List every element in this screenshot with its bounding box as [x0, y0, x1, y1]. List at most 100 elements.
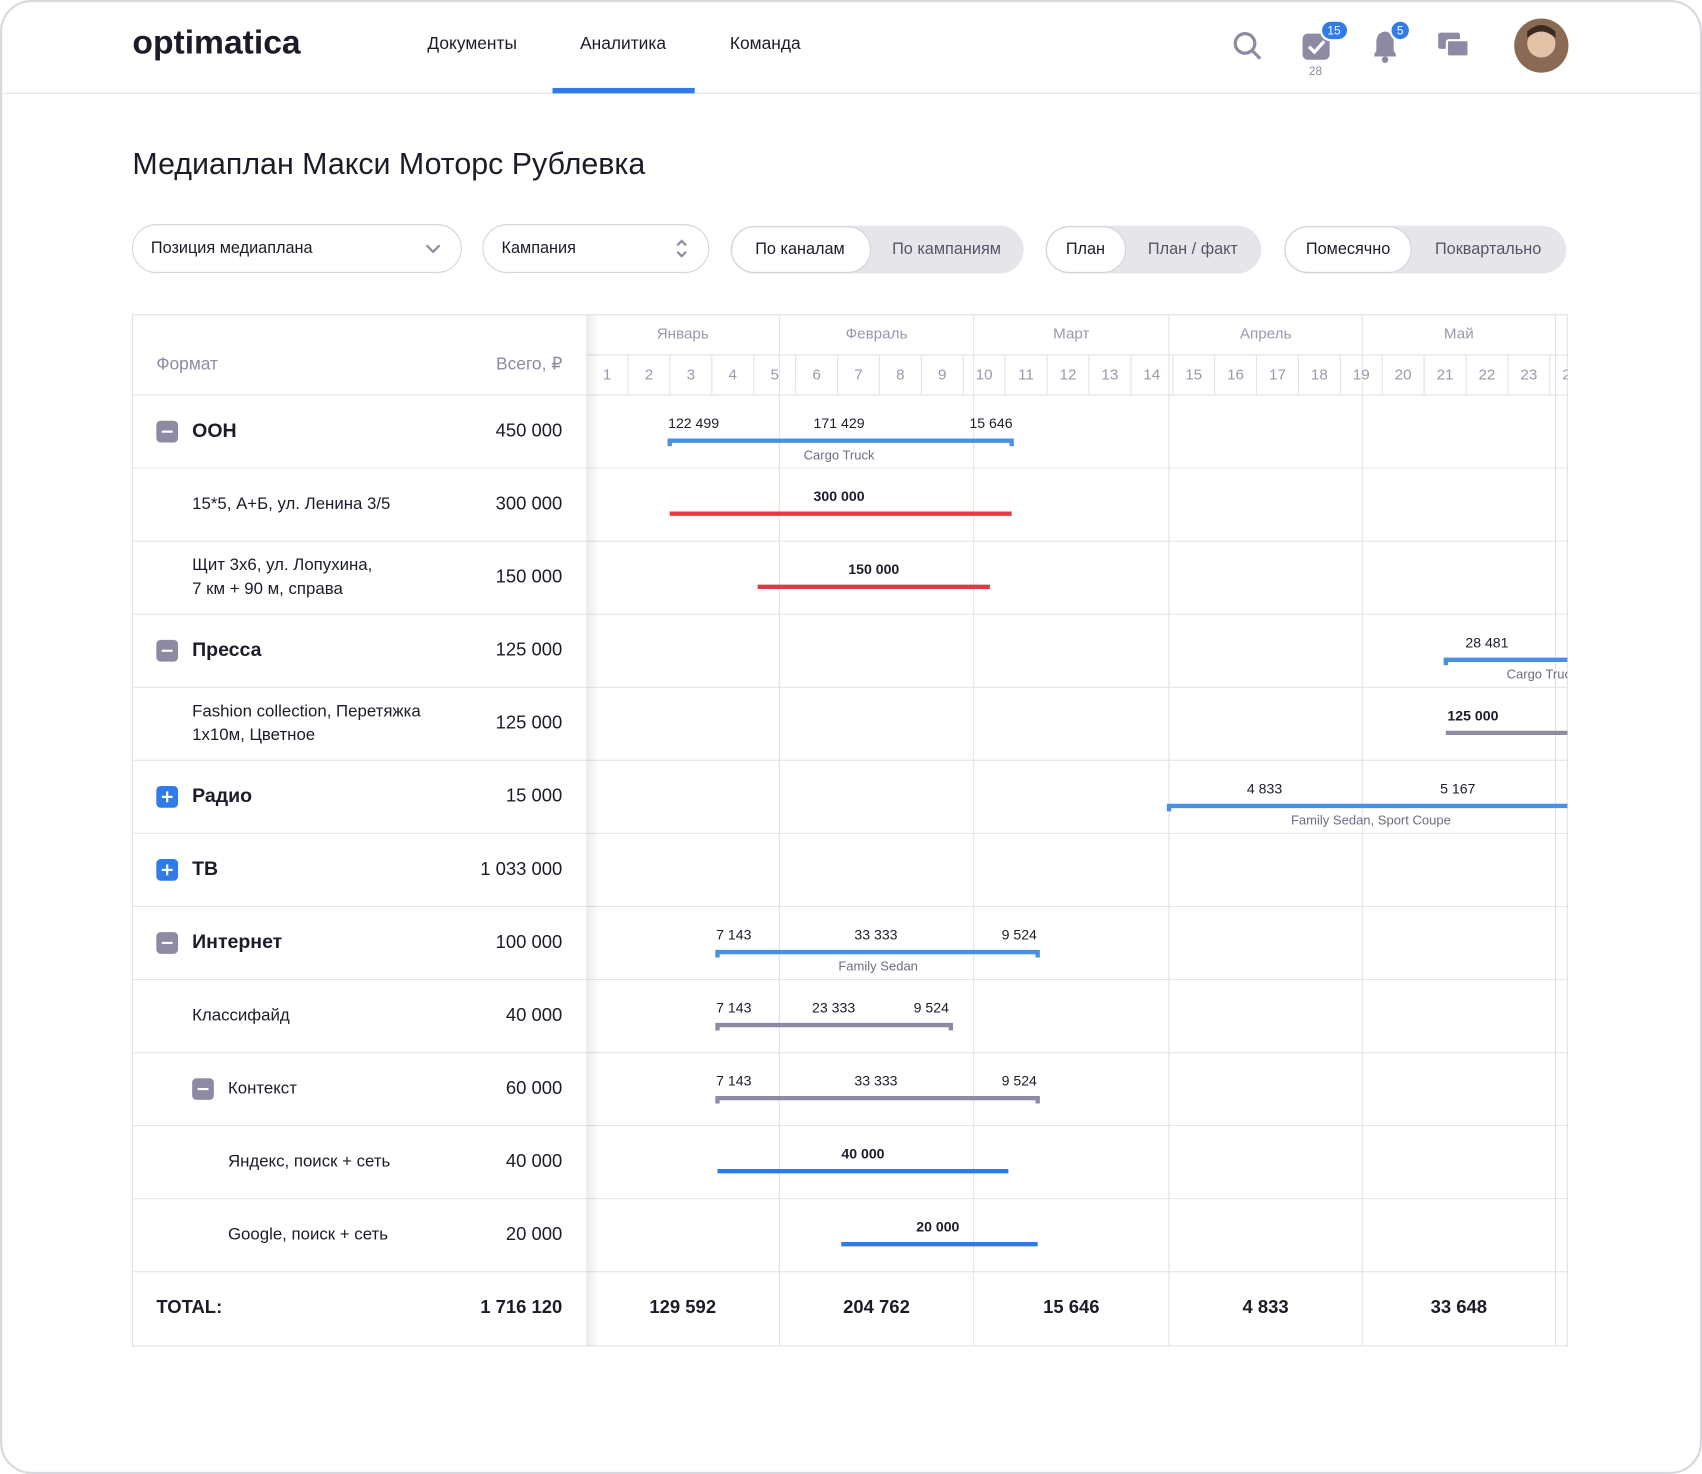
column-header: Формат: [156, 353, 218, 373]
week-label: 18: [1311, 367, 1328, 384]
bar-label: 7 143: [716, 1073, 751, 1089]
week-label: 15: [1185, 367, 1202, 384]
pane-shadow: [586, 314, 600, 1346]
toggle-active: [1284, 226, 1412, 273]
week-label: 23: [1520, 367, 1537, 384]
week-label: 7: [854, 367, 862, 384]
bar-label: 20 000: [916, 1219, 959, 1235]
week-label: 16: [1227, 367, 1244, 384]
position-dropdown[interactable]: [131, 224, 462, 273]
timeline-bar: [667, 438, 1014, 447]
media-plan-table: Формат Всего, ₽ ООН 450 000 15*5, А+Б, ул.…: [131, 314, 1568, 1347]
row-label: Пресса: [192, 639, 261, 661]
nav-item[interactable]: Команда: [730, 33, 801, 53]
bar-label: 7 143: [716, 1000, 751, 1016]
week-label: 24: [1562, 367, 1579, 384]
table-border: [131, 314, 1568, 1347]
bar-label: 9 524: [1002, 926, 1037, 942]
week-label: 6: [812, 367, 820, 384]
bar-label: 4 833: [1247, 780, 1282, 796]
timeline-bar: [715, 1095, 1040, 1104]
week-label: 19: [1353, 367, 1370, 384]
toggle-option[interactable]: По каналам: [755, 240, 845, 258]
row-label: 15*5, А+Б, ул. Ленина 3/5: [192, 494, 390, 513]
week-label: 13: [1101, 367, 1118, 384]
toggle-option[interactable]: Помесячно: [1306, 240, 1390, 258]
bar-label: 5 167: [1440, 780, 1475, 796]
total-value: 1 716 120: [480, 1296, 562, 1317]
timeline-bar: [1166, 803, 1568, 812]
row-label: 7 км + 90 м, справа: [192, 579, 343, 598]
week-label: 9: [938, 367, 946, 384]
week-label: 14: [1143, 367, 1160, 384]
nav-item[interactable]: Документы: [427, 33, 516, 53]
timeline-bar: [715, 1022, 954, 1031]
row-label: Радио: [192, 785, 252, 807]
page-title: Медиаплан Макси Моторс Рублевка: [132, 147, 645, 181]
week-label: 5: [770, 367, 778, 384]
toggles: По каналам По кампаниям План План / факт Пом…: [730, 225, 1567, 274]
bar-label: 9 524: [914, 1000, 949, 1016]
row-label: Контекст: [228, 1078, 297, 1097]
month-label: Январь: [657, 325, 709, 342]
toggle-active: [731, 226, 872, 273]
tasks-badge: [1319, 19, 1350, 42]
row-label: Классифайд: [192, 1005, 290, 1024]
toggle-option[interactable]: По кампаниям: [892, 240, 1001, 258]
campaign-dropdown[interactable]: [482, 224, 710, 273]
bar-label: 33 333: [854, 926, 897, 942]
row-total: 450 000: [496, 419, 563, 440]
search-icon[interactable]: [1233, 32, 1257, 55]
bar-label: 40 000: [841, 1146, 884, 1162]
campaign-dropdown-label: Кампания: [501, 239, 575, 257]
nav: Документы Аналитика Команда: [427, 33, 801, 53]
month-label: Май: [1444, 325, 1474, 342]
bell-icon[interactable]: [1374, 31, 1396, 57]
week-label: 3: [687, 367, 695, 384]
timeline-bar: [715, 949, 1040, 958]
bar-caption: Family Sedan, Sport Coupe: [1291, 813, 1451, 828]
week-label: 20: [1395, 367, 1412, 384]
timeline-bar: [1443, 657, 1568, 666]
week-label: 8: [896, 367, 904, 384]
row-label: ТВ: [192, 858, 218, 880]
bar-label: 28 481: [1465, 634, 1508, 650]
tasks-check: [1307, 40, 1326, 55]
avatar-hair: [1527, 24, 1556, 38]
week-label: 1: [603, 367, 611, 384]
bar-label: 9 524: [1002, 1073, 1037, 1089]
row-total: 125 000: [496, 712, 563, 733]
toggle-active: [1045, 226, 1127, 273]
nav-item[interactable]: Аналитика: [580, 33, 666, 53]
icons: 15 28 5: [1233, 18, 1569, 78]
toggle-option[interactable]: План: [1066, 240, 1105, 258]
bar-label: 122 499: [668, 415, 719, 431]
toggle-option[interactable]: План / факт: [1148, 240, 1238, 258]
row-total: 40 000: [506, 1150, 562, 1171]
row-total: 40 000: [506, 1004, 562, 1025]
search-icon-handle: [1251, 49, 1262, 60]
position-dropdown-label: Позиция медиаплана: [151, 239, 314, 257]
toggle-option[interactable]: Поквартально: [1435, 240, 1541, 258]
row-total: 20 000: [506, 1223, 562, 1244]
row-total: 60 000: [506, 1077, 562, 1098]
month-total: 15 646: [1043, 1296, 1099, 1317]
bar-caption: Cargo Truck: [804, 447, 875, 462]
tasks-icon[interactable]: [1302, 33, 1330, 60]
week-label: 10: [976, 367, 993, 384]
tasks-count: 28: [1309, 64, 1323, 78]
bar-caption: Family Sedan: [838, 959, 918, 974]
week-label: 17: [1269, 367, 1286, 384]
sort-arrows: [676, 239, 687, 258]
tasks-badge-count: 15: [1327, 24, 1341, 38]
logo[interactable]: optimatica: [132, 24, 300, 61]
week-label: 22: [1478, 367, 1495, 384]
bar-label: 23 333: [812, 1000, 855, 1016]
month-label: Март: [1053, 325, 1089, 342]
total-label: TOTAL:: [156, 1296, 222, 1317]
column-header: Всего, ₽: [496, 353, 562, 373]
month-total: 4 833: [1243, 1296, 1289, 1317]
